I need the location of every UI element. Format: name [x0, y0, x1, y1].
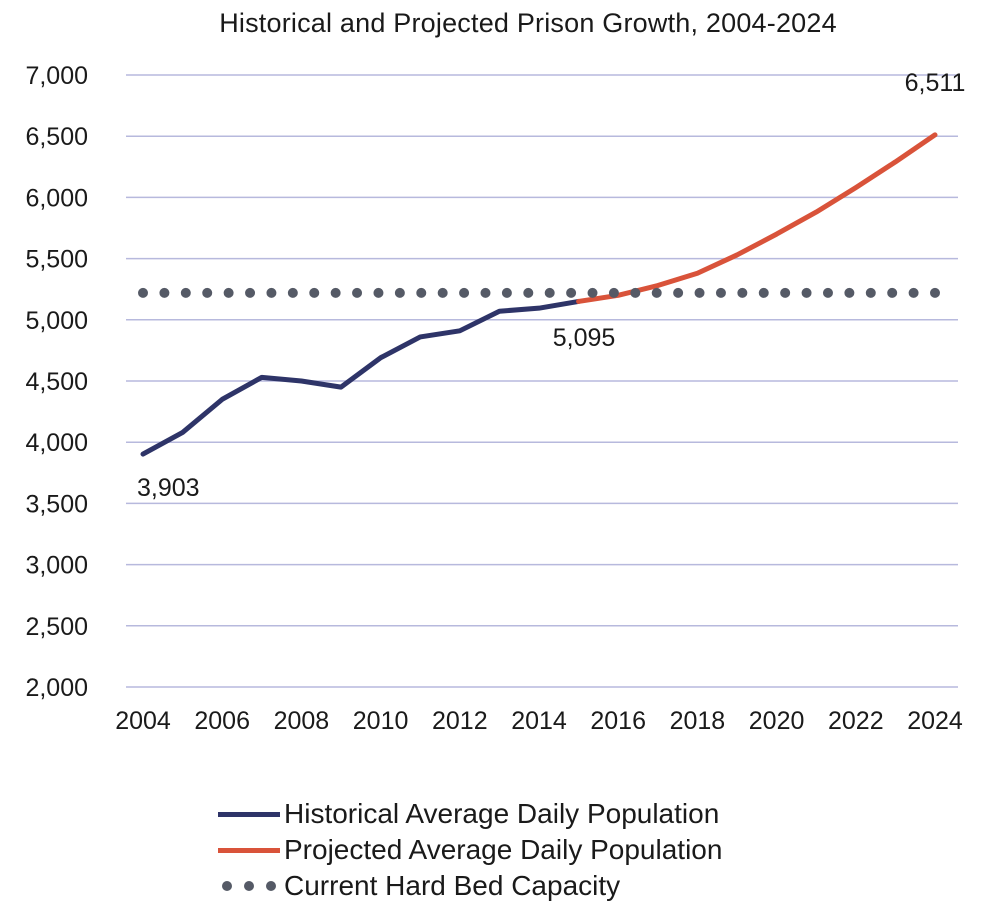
data-label: 5,095 — [553, 324, 616, 352]
legend-label-projected: Projected Average Daily Population — [284, 834, 723, 865]
capacity-dot — [844, 287, 855, 298]
x-tick-label: 2016 — [590, 707, 646, 735]
y-tick-label: 4,000 — [25, 429, 88, 457]
legend-item-capacity: Current Hard Bed Capacity — [218, 868, 722, 904]
x-tick-label: 2008 — [274, 707, 330, 735]
capacity-dot — [630, 287, 641, 298]
legend-swatch-capacity — [218, 881, 280, 891]
x-tick-label: 2018 — [670, 707, 726, 735]
legend-item-projected: Projected Average Daily Population — [218, 832, 722, 868]
x-tick-label: 2006 — [194, 707, 250, 735]
capacity-dot — [287, 287, 298, 298]
capacity-dot — [908, 287, 919, 298]
legend: Historical Average Daily Population Proj… — [218, 796, 722, 904]
capacity-dot — [566, 287, 577, 298]
capacity-dot — [501, 287, 512, 298]
legend-swatch-historical — [218, 811, 280, 817]
y-tick-label: 6,500 — [25, 123, 88, 151]
capacity-dot — [245, 287, 256, 298]
chart-title: Historical and Projected Prison Growth, … — [219, 8, 837, 38]
capacity-dot — [694, 287, 705, 298]
legend-swatch-projected — [218, 847, 280, 853]
capacity-dot — [223, 287, 234, 298]
capacity-dot — [865, 287, 876, 298]
y-tick-label: 3,000 — [25, 552, 88, 580]
legend-item-historical: Historical Average Daily Population — [218, 796, 722, 832]
capacity-dot — [587, 287, 598, 298]
x-tick-label: 2014 — [511, 707, 567, 735]
y-tick-label: 3,500 — [25, 490, 88, 518]
x-tick-label: 2022 — [828, 707, 884, 735]
capacity-dot — [437, 287, 448, 298]
data-labels: 3,903 5,095 6,511 — [137, 69, 965, 502]
x-tick-label: 2024 — [907, 707, 963, 735]
capacity-dot — [159, 287, 170, 298]
x-tick-label: 2020 — [749, 707, 805, 735]
capacity-dot — [480, 287, 491, 298]
capacity-dot — [737, 287, 748, 298]
historical-line — [140, 298, 582, 457]
capacity-dot — [801, 287, 812, 298]
capacity-dot — [887, 287, 898, 298]
y-axis-ticks: 7,000 6,500 6,000 5,500 5,000 4,500 4,000 3,500… — [25, 62, 88, 702]
capacity-dot — [266, 287, 277, 298]
capacity-dot — [202, 287, 213, 298]
capacity-dot — [758, 287, 769, 298]
capacity-dot — [523, 287, 534, 298]
capacity-dot — [352, 287, 363, 298]
y-tick-label: 5,500 — [25, 246, 88, 274]
capacity-dot — [930, 287, 940, 298]
chart-plot: 7,000 6,500 6,000 5,500 5,000 4,500 4,000 3,500… — [25, 62, 965, 735]
legend-label-capacity: Current Hard Bed Capacity — [284, 870, 621, 901]
y-tick-label: 5,000 — [25, 307, 88, 335]
capacity-dot — [780, 287, 791, 298]
capacity-dot — [822, 287, 833, 298]
capacity-dot — [394, 287, 405, 298]
data-label: 3,903 — [137, 474, 200, 502]
x-axis-ticks: 2004 2006 2008 2010 2012 2014 2016 2018 2020 2022… — [115, 707, 963, 735]
projected-line — [576, 132, 938, 304]
x-tick-label: 2012 — [432, 707, 488, 735]
x-tick-label: 2004 — [115, 707, 171, 735]
y-tick-label: 7,000 — [25, 62, 88, 90]
capacity-dot — [673, 287, 684, 298]
capacity-dot — [459, 287, 470, 298]
y-tick-label: 4,500 — [25, 368, 88, 396]
capacity-dot — [608, 287, 619, 298]
gridlines — [126, 74, 958, 688]
x-tick-label: 2010 — [353, 707, 409, 735]
capacity-dot — [373, 287, 384, 298]
y-tick-label: 2,000 — [25, 674, 88, 702]
capacity-dot — [715, 287, 726, 298]
capacity-dot — [651, 287, 662, 298]
capacity-dot — [330, 287, 341, 298]
y-tick-label: 2,500 — [25, 613, 88, 641]
capacity-dot — [309, 287, 320, 298]
capacity-dot — [180, 287, 191, 298]
y-tick-label: 6,000 — [25, 184, 88, 212]
capacity-dot — [138, 287, 148, 298]
capacity-dot — [416, 287, 427, 298]
series-lines — [138, 132, 940, 457]
data-label: 6,511 — [905, 69, 966, 97]
legend-label-historical: Historical Average Daily Population — [284, 798, 720, 829]
capacity-dot — [544, 287, 555, 298]
